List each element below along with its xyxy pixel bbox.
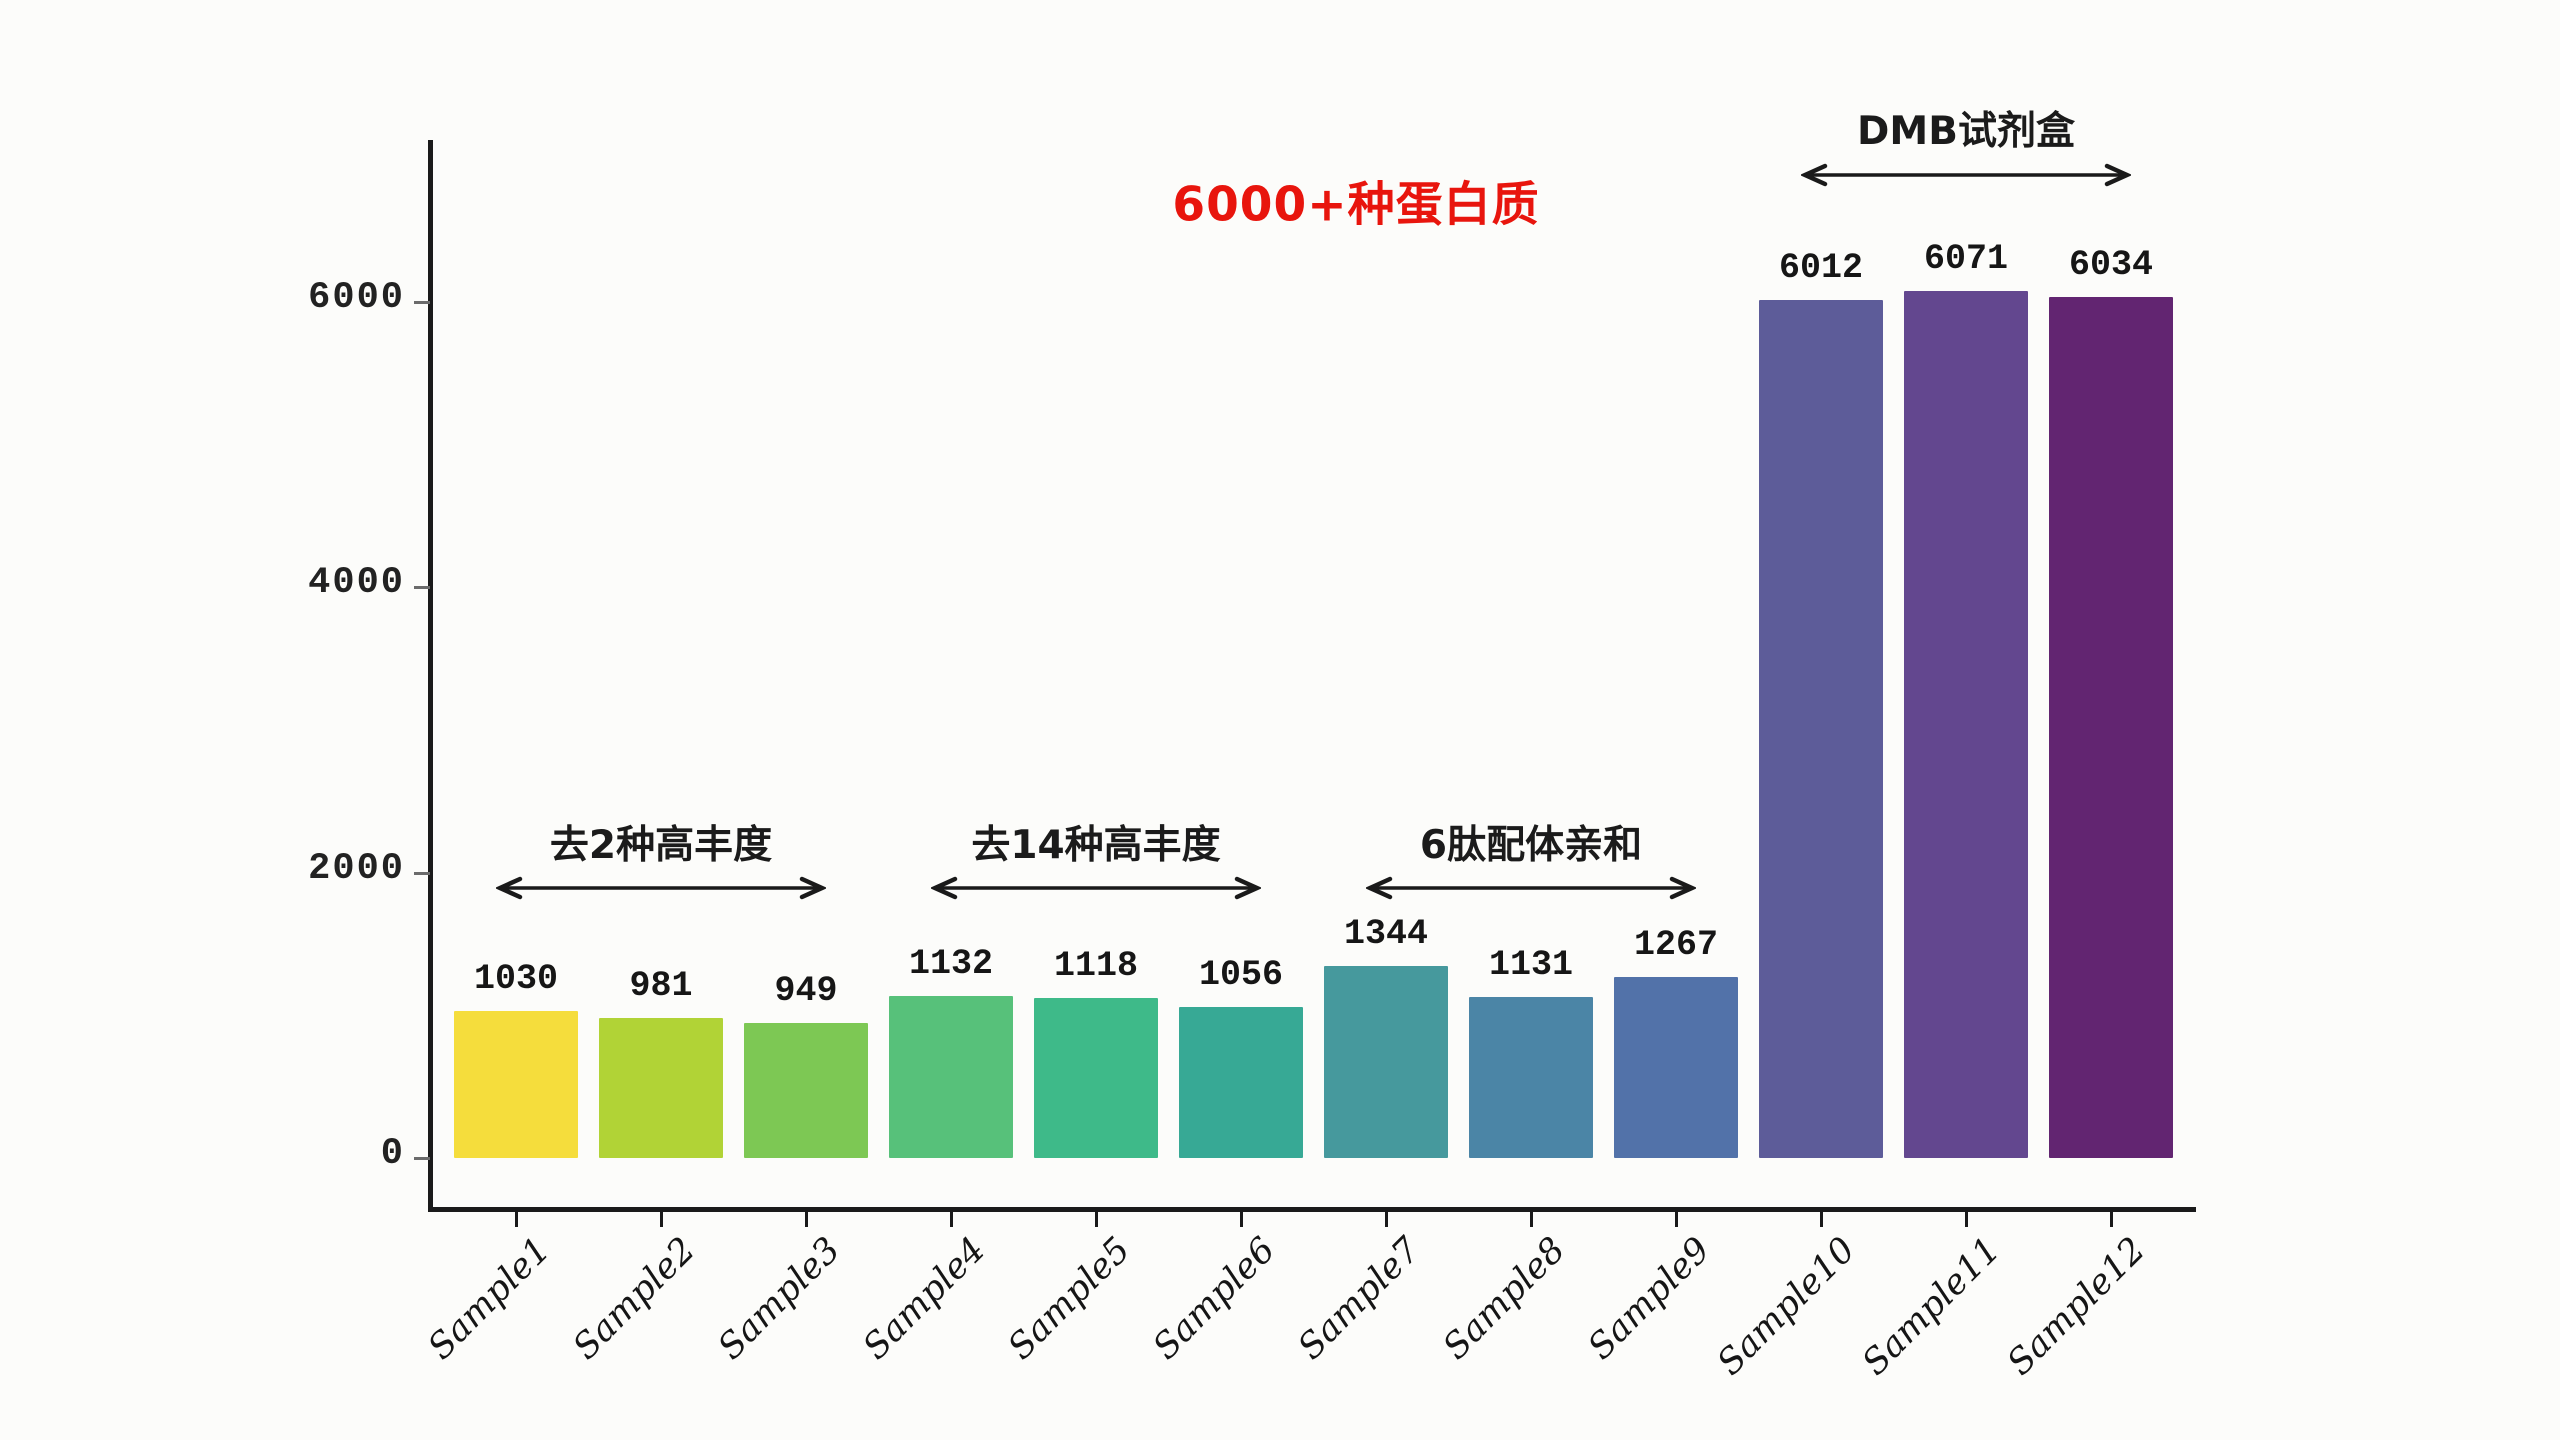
x-tick-mark — [805, 1212, 808, 1227]
bar-sample2 — [599, 1017, 723, 1158]
bar-sample6 — [1179, 1007, 1303, 1158]
bar-value-label: 1132 — [908, 944, 993, 985]
x-tick-label-sample8: Sample8 — [1435, 1230, 1574, 1368]
x-tick-mark — [1240, 1212, 1243, 1227]
bar-value-label: 1118 — [1053, 946, 1138, 987]
y-tick-label: 6000 — [308, 276, 405, 319]
double-arrow-icon — [496, 876, 826, 900]
bar-value-label: 1131 — [1488, 944, 1573, 985]
bar-value-label: 1030 — [473, 958, 558, 999]
bar-value-label: 949 — [774, 970, 838, 1011]
y-tick-mark — [414, 871, 430, 875]
y-tick-label: 4000 — [308, 562, 405, 604]
x-tick-label-sample6: Sample6 — [1145, 1230, 1284, 1368]
bar-value-label: 6034 — [2068, 244, 2153, 285]
x-tick-mark — [1530, 1212, 1533, 1227]
annotation-label: 6肽配体亲和 — [1419, 823, 1643, 868]
bar-sample5 — [1034, 998, 1158, 1158]
x-tick-mark — [515, 1212, 518, 1227]
x-tick-mark — [1675, 1212, 1678, 1227]
bar-sample3 — [744, 1022, 868, 1158]
bar-value-label: 6012 — [1778, 247, 1863, 288]
annotation-label: DMB试剂盒 — [1857, 109, 2075, 154]
bar-value-label: 6071 — [1923, 239, 2008, 280]
bar-sample10 — [1759, 299, 1883, 1158]
x-tick-label-sample1: Sample1 — [420, 1230, 559, 1368]
x-tick-mark — [950, 1212, 953, 1227]
x-tick-label-sample3: Sample3 — [710, 1230, 849, 1368]
annotation-label: 去2种高丰度 — [549, 823, 773, 868]
x-tick-label-sample10: Sample10 — [1709, 1230, 1864, 1384]
x-tick-label-sample7: Sample7 — [1290, 1230, 1429, 1368]
x-tick-label-sample11: Sample11 — [1854, 1230, 2009, 1384]
bar-sample12 — [2049, 296, 2173, 1158]
x-tick-mark — [660, 1212, 663, 1227]
bar-value-label: 1267 — [1633, 925, 1718, 966]
y-tick-mark — [414, 586, 430, 589]
bar-value-label: 981 — [629, 965, 693, 1006]
bar-sample1 — [454, 1010, 578, 1158]
y-axis-line — [428, 140, 433, 1211]
y-tick-mark — [414, 1157, 430, 1160]
annotation-label: 去14种高丰度 — [971, 823, 1221, 868]
y-tick-label: 2000 — [308, 847, 405, 890]
x-tick-mark — [1385, 1212, 1388, 1227]
bar-value-label: 1056 — [1198, 955, 1283, 996]
x-tick-mark — [1095, 1212, 1098, 1227]
x-tick-label-sample2: Sample2 — [565, 1230, 704, 1368]
bar-value-label: 1344 — [1343, 914, 1428, 955]
bar-sample11 — [1904, 291, 2028, 1158]
x-axis-line — [428, 1207, 2196, 1212]
double-arrow-icon — [931, 876, 1261, 900]
bar-sample7 — [1324, 966, 1448, 1158]
x-tick-label-sample4: Sample4 — [855, 1230, 994, 1368]
chart-title: 6000+种蛋白质 — [1172, 177, 1540, 233]
x-tick-label-sample5: Sample5 — [1000, 1230, 1139, 1368]
double-arrow-icon — [1366, 876, 1696, 900]
x-tick-mark — [2110, 1212, 2113, 1227]
bar-sample8 — [1469, 996, 1593, 1158]
double-arrow-icon — [1801, 163, 2131, 187]
bar-sample9 — [1614, 977, 1738, 1158]
x-tick-mark — [1965, 1212, 1968, 1227]
x-tick-mark — [1820, 1212, 1823, 1227]
y-tick-mark — [414, 300, 430, 304]
y-tick-label: 0 — [380, 1133, 405, 1175]
bar-sample4 — [889, 996, 1013, 1158]
x-tick-label-sample9: Sample9 — [1580, 1230, 1719, 1368]
x-tick-label-sample12: Sample12 — [1999, 1230, 2154, 1384]
